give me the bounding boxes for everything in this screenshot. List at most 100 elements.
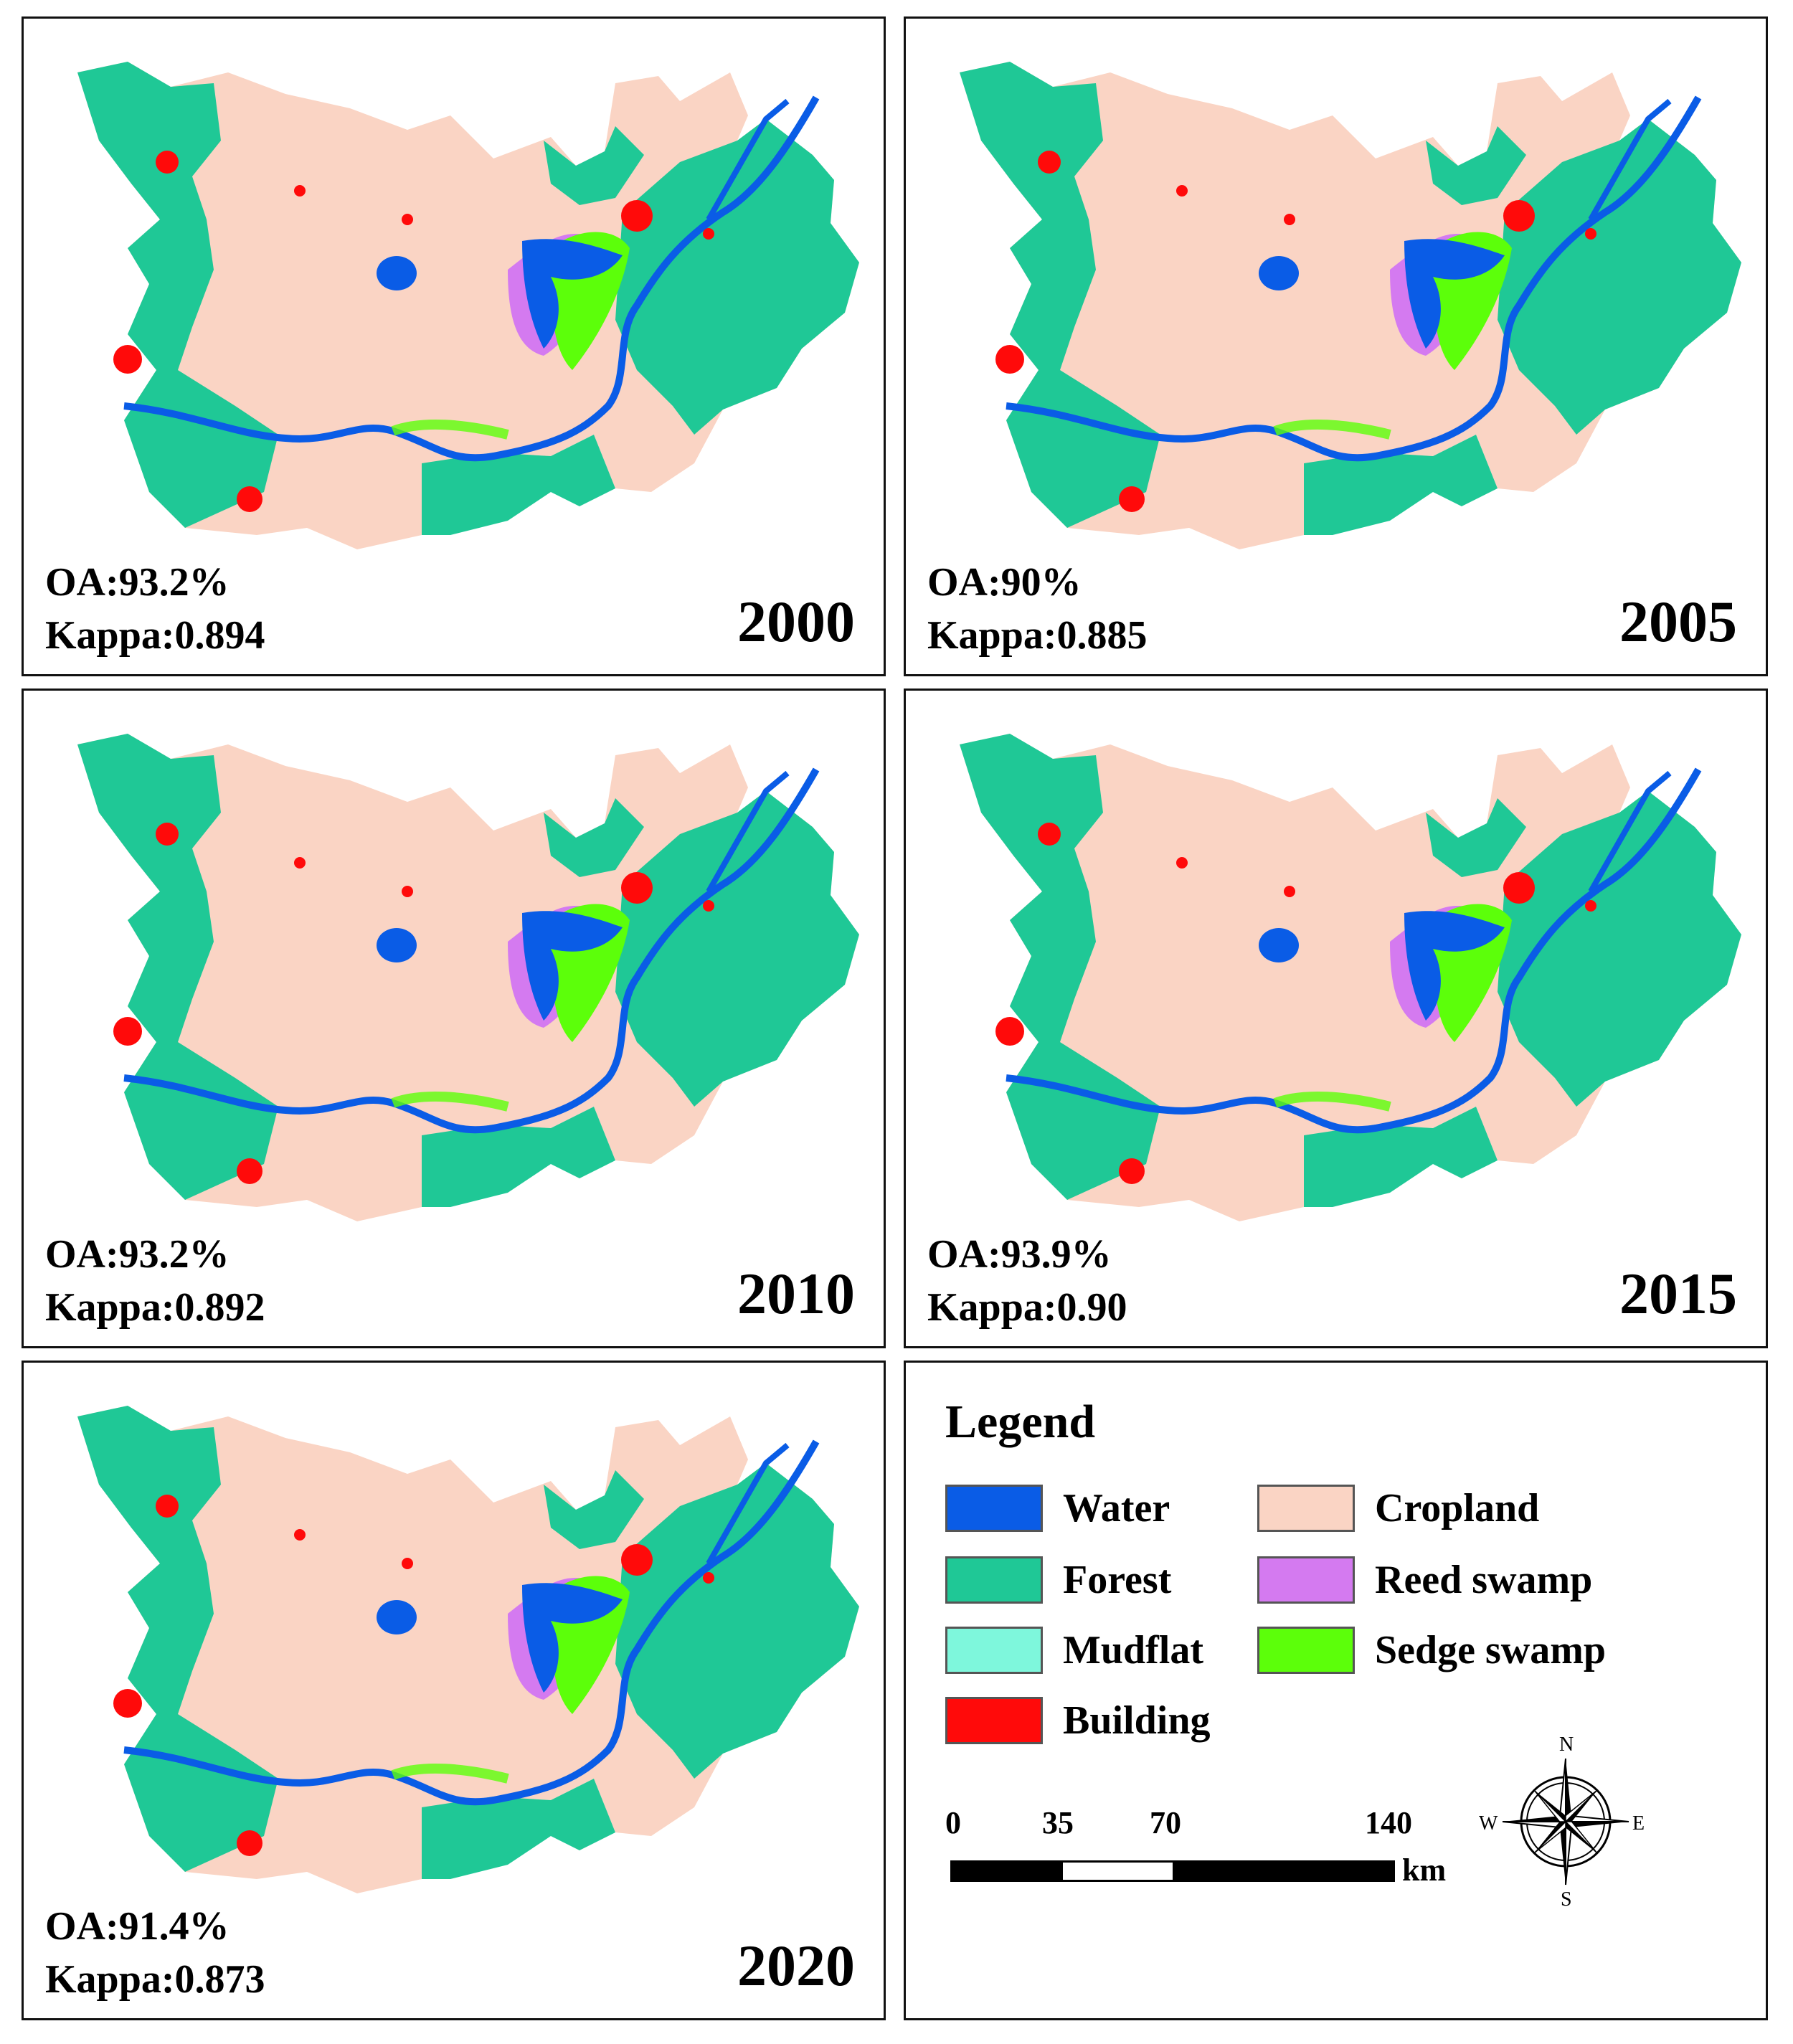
sedge-swamp-area [1273,419,1391,440]
forest-area [77,62,278,528]
building-area [621,200,653,232]
overall-accuracy-label: OA:93.2% [45,560,230,605]
sedge-swamp-area [1273,1091,1391,1112]
year-label: 2000 [737,589,855,654]
map-layer [960,734,1741,1221]
legend-swatch [945,1556,1043,1604]
scale-tick-70: 70 [1150,1805,1181,1840]
building-area [995,1017,1024,1046]
sedge-swamp-area [391,419,509,440]
water-body [522,1583,623,1693]
kappa-label: Kappa:0.873 [45,1957,265,2002]
legend-label: Reed swamp [1375,1558,1593,1602]
land-cover-map [960,734,1741,1221]
building-area [294,185,306,197]
building-area [621,1544,653,1576]
river [1006,767,1702,1134]
building-area [1176,857,1188,869]
year-label: 2010 [737,1261,855,1326]
building-area [1176,185,1188,197]
scale-tick-35: 35 [1042,1805,1074,1840]
building-area [237,1158,262,1184]
map-panel-2015: OA:93.9% Kappa:0.90 2015 [904,689,1768,1348]
legend-item-reed-swamp: Reed swamp [1257,1556,1592,1604]
legend-label: Sedge swamp [1375,1628,1607,1672]
compass-north: N [1559,1733,1574,1756]
scale-bar [950,1860,1395,1882]
building-area [1119,1158,1145,1184]
building-area [113,1689,142,1718]
building-area [703,228,714,240]
building-area [1585,900,1596,912]
river [123,95,820,462]
year-label: 2015 [1619,1261,1737,1326]
legend-item-forest: Forest [945,1556,1171,1604]
forest-area [77,1406,278,1872]
forest-area [615,119,859,435]
map-panel-2010: OA:93.2% Kappa:0.892 2010 [22,689,886,1348]
building-area [1119,486,1145,512]
overall-accuracy-label: OA:90% [927,560,1082,605]
legend-swatch [945,1627,1043,1674]
legend-swatch [945,1697,1043,1744]
scale-unit: km [1402,1853,1447,1888]
building-area [1038,151,1061,174]
water-body [1259,928,1299,962]
legend-swatch [945,1485,1043,1532]
forest-area [544,798,644,877]
map-layer [960,62,1741,549]
map-panel-2005: OA:90% Kappa:0.885 2005 [904,16,1768,676]
building-area [237,486,262,512]
land-cover-map [77,734,859,1221]
building-area [1038,823,1061,846]
building-area [1585,228,1596,240]
building-area [703,900,714,912]
year-label: 2005 [1619,589,1737,654]
water-body [1259,256,1299,290]
river [123,1439,820,1806]
scale-bar-segment [1062,1863,1173,1880]
scale-bar-segment [952,1863,1063,1880]
forest-area [544,126,644,205]
land-cover-map [77,62,859,549]
kappa-label: Kappa:0.892 [45,1285,265,1330]
building-area [621,872,653,904]
compass-rose-icon: N S E W [1479,1733,1645,1911]
building-area [402,1558,413,1569]
legend-item-building: Building [945,1697,1210,1744]
land-cover-map [960,62,1741,549]
building-area [113,345,142,374]
legend-item-mudflat: Mudflat [945,1627,1203,1674]
kappa-label: Kappa:0.894 [45,613,265,658]
river [1006,95,1702,462]
forest-area [615,1463,859,1779]
river [1588,98,1672,221]
forest-area [1426,798,1526,877]
river [1588,770,1672,893]
water-body [1404,911,1505,1021]
legend-panel: Legend Water Cropland Forest Reed swamp … [904,1361,1768,2020]
overall-accuracy-label: OA:93.9% [927,1232,1112,1277]
river [706,770,790,893]
legend-title: Legend [945,1396,1096,1448]
building-area [995,345,1024,374]
scale-bar-segment [1173,1863,1393,1880]
legend-label: Water [1063,1486,1170,1530]
water-body [522,239,623,349]
building-area [294,1529,306,1541]
legend-label: Building [1063,1698,1211,1743]
map-layer [77,62,859,549]
water-body [522,911,623,1021]
legend-label: Mudflat [1063,1628,1203,1672]
kappa-label: Kappa:0.885 [927,613,1148,658]
map-panel-2000: OA:93.2% Kappa:0.894 2000 [22,16,886,676]
forest-area [1426,126,1526,205]
overall-accuracy-label: OA:91.4% [45,1904,230,1949]
building-area [1284,886,1295,897]
legend-swatch [1257,1485,1355,1532]
building-area [402,214,413,225]
forest-area [615,791,859,1107]
water-body [1404,239,1505,349]
map-layer [77,734,859,1221]
water-body [377,256,417,290]
